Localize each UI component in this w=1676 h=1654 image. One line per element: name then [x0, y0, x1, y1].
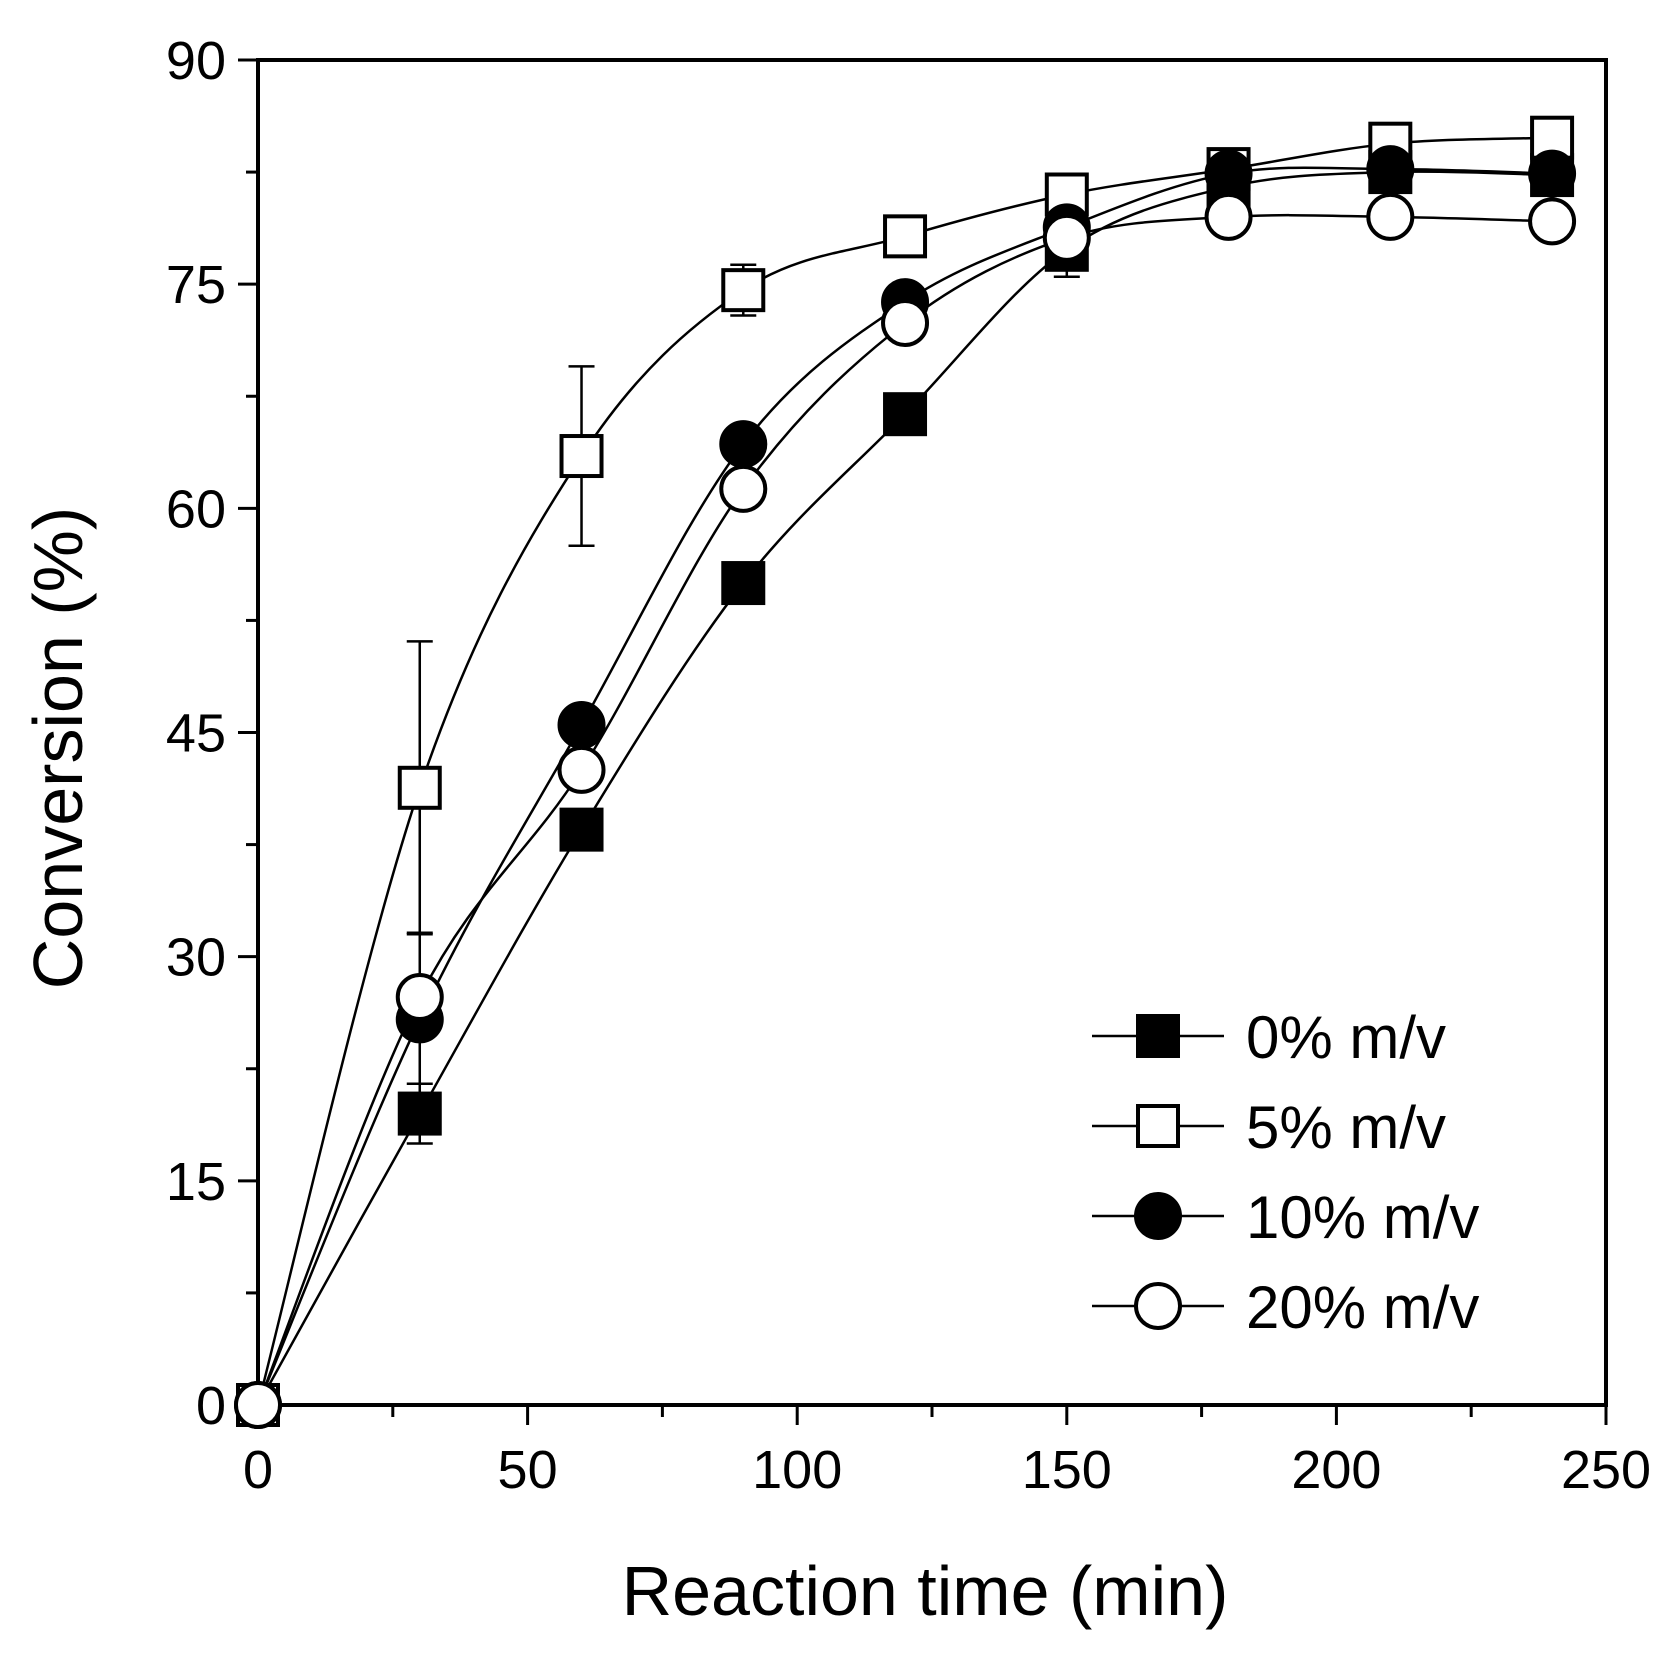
x-tick-label: 100	[752, 1440, 842, 1500]
data-point	[881, 299, 930, 348]
legend-marker	[1136, 1014, 1180, 1058]
series-line	[256, 170, 1553, 1406]
data-point	[719, 420, 768, 469]
legend-marker	[1136, 1104, 1180, 1148]
y-tick-label: 0	[196, 1376, 226, 1436]
y-tick-label: 30	[166, 928, 226, 988]
y-tick-label: 75	[166, 255, 226, 315]
y-axis-title: Conversion (%)	[19, 507, 97, 989]
legend-label: 10% m/v	[1246, 1184, 1479, 1251]
legend-marker	[1134, 1282, 1182, 1330]
legend-item-3: 10% m/v	[1092, 1184, 1479, 1251]
data-point	[557, 745, 606, 794]
legend-label: 5% m/v	[1246, 1094, 1446, 1161]
data-point	[1204, 149, 1253, 198]
data-point	[883, 392, 928, 437]
x-tick-label: 50	[498, 1440, 558, 1500]
data-point	[1366, 145, 1415, 194]
data-point	[1528, 197, 1577, 246]
data-point	[719, 464, 768, 513]
data-point	[1366, 192, 1415, 241]
series-line	[256, 136, 1553, 1406]
data-point	[559, 807, 604, 852]
series-4	[234, 192, 1577, 1429]
x-axis-title: Reaction time (min)	[622, 1552, 1229, 1630]
legend-marker	[1134, 1192, 1182, 1240]
x-axis: 0 50 100 150 200 250	[243, 1405, 1651, 1500]
data-point	[234, 1381, 282, 1429]
y-tick-label: 60	[166, 479, 226, 539]
data-point	[721, 268, 766, 313]
y-tick-label: 90	[166, 31, 226, 91]
data-point	[1528, 149, 1577, 198]
data-point	[1204, 192, 1253, 241]
y-axis: 0 15 30 45 60 75 90	[166, 31, 258, 1436]
data-point	[395, 973, 444, 1022]
series-layer	[234, 115, 1577, 1429]
x-tick-label: 250	[1561, 1440, 1651, 1500]
legend-item-2: 5% m/v	[1092, 1094, 1446, 1161]
data-point	[397, 765, 442, 810]
y-tick-label: 15	[166, 1152, 226, 1212]
legend: 0% m/v 5% m/v 10% m/v 20% m/v	[1092, 1004, 1479, 1341]
x-tick-label: 0	[243, 1440, 273, 1500]
x-tick-label: 200	[1291, 1440, 1381, 1500]
y-tick-label: 45	[166, 704, 226, 764]
legend-label: 20% m/v	[1246, 1274, 1479, 1341]
legend-item-1: 0% m/v	[1092, 1004, 1446, 1071]
data-point	[1042, 213, 1091, 262]
legend-item-4: 20% m/v	[1092, 1274, 1479, 1341]
data-point	[557, 701, 606, 750]
x-tick-label: 150	[1022, 1440, 1112, 1500]
data-point	[883, 214, 928, 259]
legend-label: 0% m/v	[1246, 1004, 1446, 1071]
data-point	[721, 561, 766, 606]
data-point	[559, 434, 604, 479]
